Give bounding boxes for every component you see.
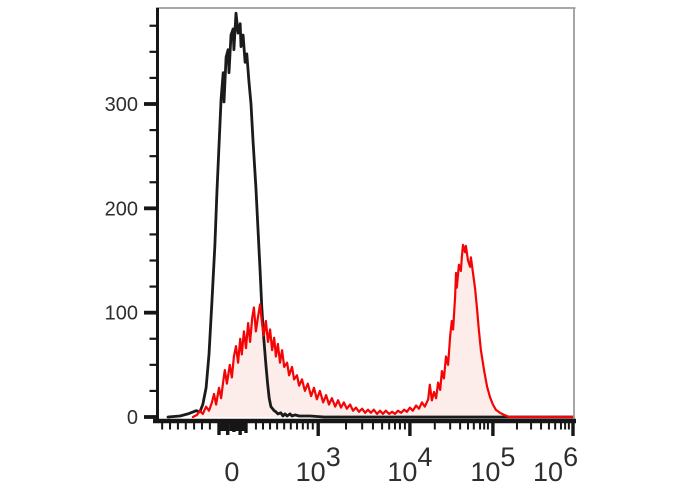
y-axis-label: 200: [105, 198, 138, 220]
x-axis-label: 103: [296, 442, 341, 487]
x-axis-label: 0: [224, 457, 239, 487]
x-axis: [153, 418, 576, 436]
black-series-path: [166, 11, 575, 419]
x-axis-label: 106: [533, 442, 578, 487]
black-series-line: [166, 11, 575, 419]
plot-border: [156, 7, 576, 419]
y-axis-label: 100: [105, 303, 138, 325]
x-axis-labels: 0 103 104 105 106: [224, 442, 578, 487]
y-axis-label: 0: [127, 407, 138, 429]
red-series-line: [191, 243, 575, 419]
x-axis-label: 105: [470, 442, 515, 487]
y-axis-labels: 300 200 100 0: [105, 94, 138, 429]
red-series-path: [191, 243, 575, 419]
y-axis: [144, 8, 159, 423]
y-axis-label: 300: [105, 94, 138, 116]
x-axis-label: 104: [387, 442, 432, 487]
